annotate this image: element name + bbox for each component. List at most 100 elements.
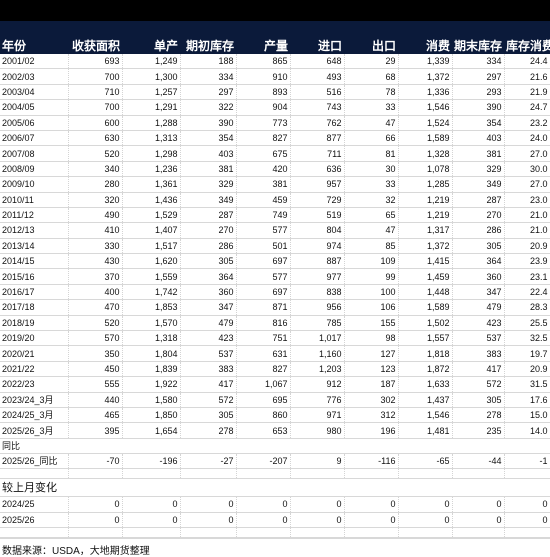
table-cell: 675 (236, 145, 291, 162)
table-cell: 1,437 (398, 392, 453, 408)
empty-cell (180, 468, 237, 480)
mom-row: 2025/26 0 0 0 0 0 0 0 0 0 (0, 512, 550, 528)
table-cell: 493 (290, 68, 345, 85)
table-cell: 1,524 (398, 115, 453, 131)
table-cell: 700 (68, 68, 123, 85)
yoy-section-label: 同比 (0, 438, 550, 454)
table-cell: 1,546 (398, 99, 453, 116)
table-cell: 99 (344, 268, 399, 285)
row-label-cell: 2019/20 (0, 330, 69, 347)
table-cell: 196 (344, 422, 399, 439)
table-row: 2007/08 520 1,298 403 675 711 81 1,328 381 27.0 (0, 145, 550, 162)
table-cell: 109 (344, 253, 399, 270)
table-cell: 0 (290, 496, 345, 513)
row-label-cell: 2005/06 (0, 115, 69, 131)
table-cell: 123 (344, 361, 399, 378)
table-cell: 501 (236, 238, 291, 255)
table-cell: 320 (68, 192, 123, 208)
table-cell: 403 (452, 130, 505, 147)
table-cell: 23.0 (504, 192, 550, 208)
table-cell: 21.0 (504, 222, 550, 239)
column-header: 出口 (344, 37, 398, 54)
table-cell: 347 (452, 284, 505, 301)
table-cell: 354 (180, 130, 237, 147)
table-cell: 1,249 (122, 54, 181, 70)
yoy-row: 2025/26_同比 -70 -196 -27 -207 9 -116 -65 -44 -1 (0, 453, 550, 470)
table-cell: 519 (290, 207, 345, 224)
table-row: 2004/05 700 1,291 322 904 743 33 1,546 390 24.7 (0, 99, 550, 116)
column-header: 收获面积 (68, 37, 122, 54)
table-cell: 1,313 (122, 130, 181, 147)
table-cell: 1,407 (122, 222, 181, 239)
table-cell: 572 (180, 392, 237, 408)
table-cell: 66 (344, 130, 399, 147)
table-cell: 155 (344, 315, 399, 332)
row-label-cell: 2025/26 (0, 512, 69, 528)
table-cell: 349 (452, 176, 505, 193)
table-cell: 21.6 (504, 68, 550, 85)
row-label-cell: 2020/21 (0, 345, 69, 362)
table-cell: 1,557 (398, 330, 453, 347)
table-cell: 188 (180, 54, 237, 70)
row-label-cell: 2022/23 (0, 376, 69, 393)
table-cell: 971 (290, 407, 345, 424)
table-cell: 417 (452, 361, 505, 378)
table-cell: 420 (236, 161, 291, 178)
table-row: 2013/14 330 1,517 286 501 974 85 1,372 305 20.9 (0, 238, 550, 255)
table-cell: 570 (68, 330, 123, 347)
table-cell: 1,839 (122, 361, 181, 378)
table-cell: 27.0 (504, 176, 550, 193)
table-cell: 749 (236, 207, 291, 224)
table-cell: 354 (452, 115, 505, 131)
row-label-cell: 2012/13 (0, 222, 69, 239)
table-cell: 21.0 (504, 207, 550, 224)
table-cell: 0 (290, 512, 345, 528)
table-cell: 827 (236, 361, 291, 378)
table-cell: 286 (452, 222, 505, 239)
table-cell: 24.0 (504, 130, 550, 147)
table-cell: 630 (68, 130, 123, 147)
table-cell: 1,317 (398, 222, 453, 239)
table-cell: 278 (452, 407, 505, 424)
table-cell: 410 (68, 222, 123, 239)
table-cell: 21.9 (504, 84, 550, 101)
table-row: 2014/15 430 1,620 305 697 887 109 1,415 364 23.9 (0, 253, 550, 270)
table-cell: 827 (236, 130, 291, 147)
top-title-bar (0, 21, 550, 37)
table-cell: 956 (290, 299, 345, 316)
table-cell: 693 (68, 54, 123, 70)
table-row: 2018/19 520 1,570 479 816 785 155 1,502 423 25.5 (0, 315, 550, 332)
table-cell: 381 (236, 176, 291, 193)
row-label-cell: 2018/19 (0, 315, 69, 332)
table-row: 2022/23 555 1,922 417 1,067 912 187 1,633 572 31.… (0, 376, 550, 393)
table-row: 2003/04 710 1,257 297 893 516 78 1,336 293 21.9 (0, 84, 550, 101)
table-cell: 974 (290, 238, 345, 255)
row-label-cell: 2024/25_3月 (0, 407, 69, 424)
table-cell: 700 (68, 99, 123, 116)
table-row: 2016/17 400 1,742 360 697 838 100 1,448 347 22.4 (0, 284, 550, 301)
row-label-cell: 2016/17 (0, 284, 69, 301)
table-cell: 0 (398, 496, 453, 513)
table-cell: 1,285 (398, 176, 453, 193)
table-cell: 1,589 (398, 299, 453, 316)
table-cell: 305 (452, 238, 505, 255)
table-cell: 1,517 (122, 238, 181, 255)
table-body: 2001/02 693 1,249 188 865 648 29 1,339 334 24.4 20… (0, 54, 550, 538)
table-cell: 24.7 (504, 99, 550, 116)
table-cell: 25.5 (504, 315, 550, 332)
table-cell: 711 (290, 145, 345, 162)
table-cell: 350 (68, 345, 123, 362)
table-cell: 893 (236, 84, 291, 101)
table-cell: 0 (236, 512, 291, 528)
table-cell: 957 (290, 176, 345, 193)
row-label-cell: 2021/22 (0, 361, 69, 378)
table-cell: 440 (68, 392, 123, 408)
table-cell: 0 (180, 496, 237, 513)
table-cell: 1,654 (122, 422, 181, 439)
table-cell: 572 (452, 376, 505, 393)
table-cell: 390 (180, 115, 237, 131)
row-label-cell: 2023/24_3月 (0, 392, 69, 408)
table-cell: 520 (68, 315, 123, 332)
table-cell: 697 (236, 284, 291, 301)
table-cell: 1,160 (290, 345, 345, 362)
